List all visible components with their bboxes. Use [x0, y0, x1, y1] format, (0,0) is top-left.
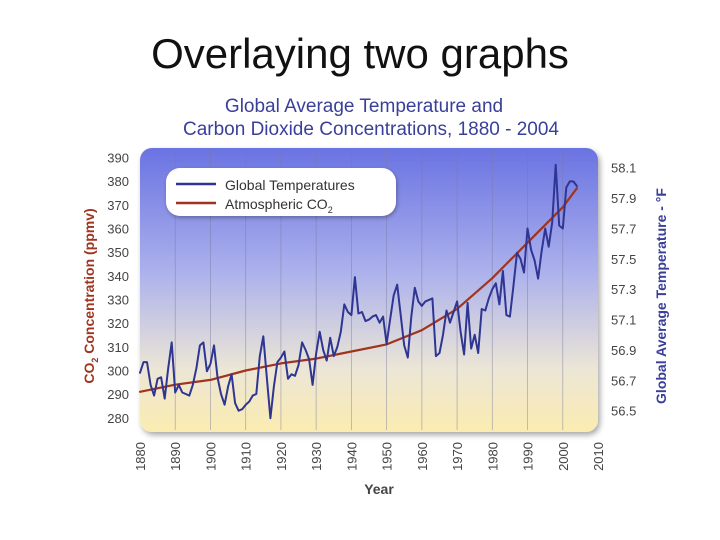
x-tick-label: 2000	[556, 442, 571, 471]
x-tick-label: 1920	[274, 442, 289, 471]
temperature-line	[139, 163, 578, 420]
slide-title: Overlaying two graphs	[151, 30, 569, 77]
y-axis-left-label-sub: 2	[90, 358, 100, 363]
y-left-tick-label: 350	[107, 245, 129, 260]
x-tick-label: 2010	[591, 442, 606, 471]
y-right-tick-label: 57.5	[611, 252, 636, 267]
legend-label-co2: Atmospheric CO2	[225, 196, 333, 215]
legend-label-co2-main: Atmospheric CO	[225, 196, 328, 212]
legend-label-co2-sub: 2	[328, 205, 333, 215]
x-axis-label: Year	[364, 481, 394, 497]
y-right-tick-label: 57.3	[611, 282, 636, 297]
legend-label-temperatures: Global Temperatures	[225, 177, 355, 193]
y-left-tick-label: 280	[107, 411, 129, 426]
chart-title-line-1: Global Average Temperature and	[225, 96, 503, 117]
y-left-tick-label: 290	[107, 387, 129, 402]
y-left-tick-label: 300	[107, 363, 129, 378]
y-axis-right-label: Global Average Temperature - °F	[653, 188, 669, 404]
y-axis-left-label-prefix: CO	[81, 363, 97, 384]
y-axis-left-ticks: 280 290 300 310 320 330 340 350 360 370 380 390	[107, 150, 129, 425]
x-tick-label: 1980	[485, 442, 500, 471]
y-left-tick-label: 340	[107, 269, 129, 284]
x-tick-label: 1880	[133, 442, 148, 471]
y-axis-left-label: CO2 Concentration (ppmv)	[81, 208, 100, 383]
y-left-tick-label: 360	[107, 221, 129, 236]
plot-area	[140, 148, 598, 432]
legend: Global Temperatures Atmospheric CO2	[166, 168, 396, 216]
x-tick-label: 1940	[344, 442, 359, 471]
co2-line	[138, 187, 579, 393]
x-tick-label: 1960	[415, 442, 430, 471]
y-right-tick-label: 56.7	[611, 373, 636, 388]
y-left-tick-label: 320	[107, 316, 129, 331]
y-axis-left-label-suffix: Concentration (ppmv)	[81, 208, 97, 357]
temperature-series	[139, 163, 578, 420]
y-left-tick-label: 380	[107, 174, 129, 189]
y-left-tick-label: 330	[107, 292, 129, 307]
y-right-tick-label: 57.7	[611, 221, 636, 236]
y-right-tick-label: 56.5	[611, 404, 636, 419]
x-tick-label: 1970	[450, 442, 465, 471]
x-axis-ticks: 1880 1890 1900 1910 1920 1930 1940 1950 1960 1970…	[133, 442, 606, 471]
x-tick-label: 1890	[168, 442, 183, 471]
y-left-tick-label: 390	[107, 150, 129, 165]
x-tick-label: 1900	[203, 442, 218, 471]
chart-title-line-2: Carbon Dioxide Concentrations, 1880 - 20…	[183, 119, 559, 140]
x-tick-label: 1990	[521, 442, 536, 471]
x-tick-label: 1930	[309, 442, 324, 471]
co2-series	[138, 187, 579, 393]
y-right-tick-label: 57.9	[611, 191, 636, 206]
y-right-tick-label: 57.1	[611, 313, 636, 328]
y-left-tick-label: 370	[107, 198, 129, 213]
y-axis-right-ticks: 56.5 56.7 56.9 57.1 57.3 57.5 57.7 57.9 58.1	[611, 161, 636, 419]
x-tick-label: 1950	[380, 442, 395, 471]
x-tick-label: 1910	[239, 442, 254, 471]
y-right-tick-label: 58.1	[611, 161, 636, 176]
legend-box	[166, 168, 396, 216]
y-left-tick-label: 310	[107, 340, 129, 355]
y-right-tick-label: 56.9	[611, 343, 636, 358]
